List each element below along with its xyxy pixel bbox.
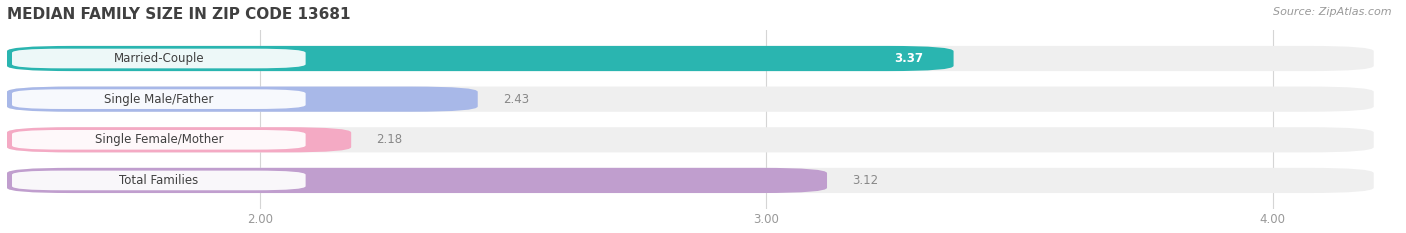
FancyBboxPatch shape [7, 168, 827, 193]
Text: MEDIAN FAMILY SIZE IN ZIP CODE 13681: MEDIAN FAMILY SIZE IN ZIP CODE 13681 [7, 7, 350, 22]
FancyBboxPatch shape [7, 168, 1374, 193]
Text: 2.18: 2.18 [377, 133, 402, 146]
FancyBboxPatch shape [7, 86, 1374, 112]
FancyBboxPatch shape [7, 127, 351, 152]
Text: Single Female/Mother: Single Female/Mother [94, 133, 224, 146]
Text: 3.12: 3.12 [852, 174, 879, 187]
FancyBboxPatch shape [13, 49, 305, 68]
Text: Single Male/Father: Single Male/Father [104, 93, 214, 106]
Text: Source: ZipAtlas.com: Source: ZipAtlas.com [1274, 7, 1392, 17]
Text: Total Families: Total Families [120, 174, 198, 187]
FancyBboxPatch shape [7, 86, 478, 112]
FancyBboxPatch shape [7, 46, 953, 71]
FancyBboxPatch shape [13, 89, 305, 109]
Text: 3.37: 3.37 [894, 52, 924, 65]
FancyBboxPatch shape [7, 127, 1374, 152]
Text: Married-Couple: Married-Couple [114, 52, 204, 65]
FancyBboxPatch shape [13, 130, 305, 150]
Text: 2.43: 2.43 [503, 93, 529, 106]
FancyBboxPatch shape [7, 46, 1374, 71]
FancyBboxPatch shape [13, 171, 305, 190]
